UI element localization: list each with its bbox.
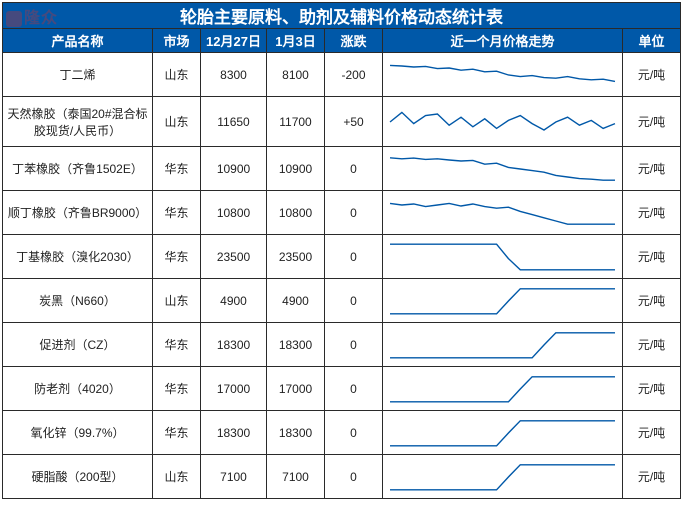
cell-unit: 元/吨 xyxy=(623,147,681,191)
cell-unit: 元/吨 xyxy=(623,323,681,367)
col-header-date2: 1月3日 xyxy=(267,29,325,53)
col-header-unit: 单位 xyxy=(623,29,681,53)
cell-sparkline xyxy=(383,97,623,147)
cell-d2: 17000 xyxy=(267,367,325,411)
cell-d1: 23500 xyxy=(201,235,267,279)
cell-change: 0 xyxy=(325,191,383,235)
cell-change: -200 xyxy=(325,53,383,97)
cell-market: 华东 xyxy=(153,235,201,279)
cell-name: 丁基橡胶（溴化2030） xyxy=(3,235,153,279)
table-row: 顺丁橡胶（齐鲁BR9000）华东10800108000元/吨 xyxy=(3,191,681,235)
cell-market: 山东 xyxy=(153,279,201,323)
cell-d1: 11650 xyxy=(201,97,267,147)
cell-d2: 10800 xyxy=(267,191,325,235)
cell-unit: 元/吨 xyxy=(623,53,681,97)
table-row: 炭黑（N660）山东490049000元/吨 xyxy=(3,279,681,323)
cell-unit: 元/吨 xyxy=(623,97,681,147)
col-header-date1: 12月27日 xyxy=(201,29,267,53)
table-row: 氧化锌（99.7%）华东18300183000元/吨 xyxy=(3,411,681,455)
cell-market: 山东 xyxy=(153,53,201,97)
cell-market: 华东 xyxy=(153,323,201,367)
cell-unit: 元/吨 xyxy=(623,235,681,279)
cell-sparkline xyxy=(383,235,623,279)
title-row: 轮胎主要原料、助剂及辅料价格动态统计表 xyxy=(3,3,681,29)
cell-sparkline xyxy=(383,455,623,499)
cell-market: 华东 xyxy=(153,367,201,411)
cell-d2: 23500 xyxy=(267,235,325,279)
cell-d2: 11700 xyxy=(267,97,325,147)
cell-d2: 8100 xyxy=(267,53,325,97)
price-table: 轮胎主要原料、助剂及辅料价格动态统计表 产品名称 市场 12月27日 1月3日 … xyxy=(2,2,681,499)
cell-unit: 元/吨 xyxy=(623,191,681,235)
cell-sparkline xyxy=(383,279,623,323)
watermark: 隆众 xyxy=(6,4,58,28)
table-row: 丁苯橡胶（齐鲁1502E）华东10900109000元/吨 xyxy=(3,147,681,191)
cell-d2: 18300 xyxy=(267,411,325,455)
cell-d1: 10900 xyxy=(201,147,267,191)
cell-market: 山东 xyxy=(153,97,201,147)
cell-d1: 18300 xyxy=(201,411,267,455)
cell-d1: 10800 xyxy=(201,191,267,235)
cell-d1: 17000 xyxy=(201,367,267,411)
cell-market: 华东 xyxy=(153,191,201,235)
cell-unit: 元/吨 xyxy=(623,367,681,411)
table-row: 天然橡胶（泰国20#混合标胶现货/人民币）山东1165011700+50 元/吨 xyxy=(3,97,681,147)
cell-name: 促进剂（CZ） xyxy=(3,323,153,367)
watermark-text: 隆众 xyxy=(24,10,58,27)
col-header-trend: 近一个月价格走势 xyxy=(383,29,623,53)
cell-market: 华东 xyxy=(153,147,201,191)
cell-d2: 4900 xyxy=(267,279,325,323)
table-row: 丁基橡胶（溴化2030）华东23500235000元/吨 xyxy=(3,235,681,279)
cell-name: 硬脂酸（200型） xyxy=(3,455,153,499)
cell-d2: 7100 xyxy=(267,455,325,499)
cell-unit: 元/吨 xyxy=(623,411,681,455)
cell-market: 华东 xyxy=(153,411,201,455)
cell-d1: 18300 xyxy=(201,323,267,367)
cell-name: 炭黑（N660） xyxy=(3,279,153,323)
cell-change: 0 xyxy=(325,279,383,323)
col-header-market: 市场 xyxy=(153,29,201,53)
cell-sparkline xyxy=(383,191,623,235)
cell-change: 0 xyxy=(325,323,383,367)
cell-d1: 8300 xyxy=(201,53,267,97)
cell-name: 氧化锌（99.7%） xyxy=(3,411,153,455)
cell-sparkline xyxy=(383,147,623,191)
header-row: 产品名称 市场 12月27日 1月3日 涨跌 近一个月价格走势 单位 xyxy=(3,29,681,53)
cell-unit: 元/吨 xyxy=(623,279,681,323)
cell-name: 防老剂（4020） xyxy=(3,367,153,411)
cell-change: 0 xyxy=(325,411,383,455)
cell-change: 0 xyxy=(325,235,383,279)
cell-market: 山东 xyxy=(153,455,201,499)
cell-name: 天然橡胶（泰国20#混合标胶现货/人民币） xyxy=(3,97,153,147)
cell-sparkline xyxy=(383,411,623,455)
cell-d1: 7100 xyxy=(201,455,267,499)
col-header-change: 涨跌 xyxy=(325,29,383,53)
cell-change: 0 xyxy=(325,455,383,499)
table-row: 防老剂（4020）华东17000170000元/吨 xyxy=(3,367,681,411)
table-row: 硬脂酸（200型）山东710071000元/吨 xyxy=(3,455,681,499)
cell-d2: 18300 xyxy=(267,323,325,367)
table-row: 丁二烯山东83008100-200 元/吨 xyxy=(3,53,681,97)
cell-d2: 10900 xyxy=(267,147,325,191)
logo-icon xyxy=(6,11,22,27)
cell-sparkline xyxy=(383,53,623,97)
cell-d1: 4900 xyxy=(201,279,267,323)
cell-sparkline xyxy=(383,323,623,367)
table-title: 轮胎主要原料、助剂及辅料价格动态统计表 xyxy=(3,3,681,29)
cell-name: 丁苯橡胶（齐鲁1502E） xyxy=(3,147,153,191)
cell-change: +50 xyxy=(325,97,383,147)
table-row: 促进剂（CZ）华东18300183000元/吨 xyxy=(3,323,681,367)
cell-name: 丁二烯 xyxy=(3,53,153,97)
cell-unit: 元/吨 xyxy=(623,455,681,499)
cell-change: 0 xyxy=(325,367,383,411)
col-header-name: 产品名称 xyxy=(3,29,153,53)
cell-change: 0 xyxy=(325,147,383,191)
cell-name: 顺丁橡胶（齐鲁BR9000） xyxy=(3,191,153,235)
cell-sparkline xyxy=(383,367,623,411)
